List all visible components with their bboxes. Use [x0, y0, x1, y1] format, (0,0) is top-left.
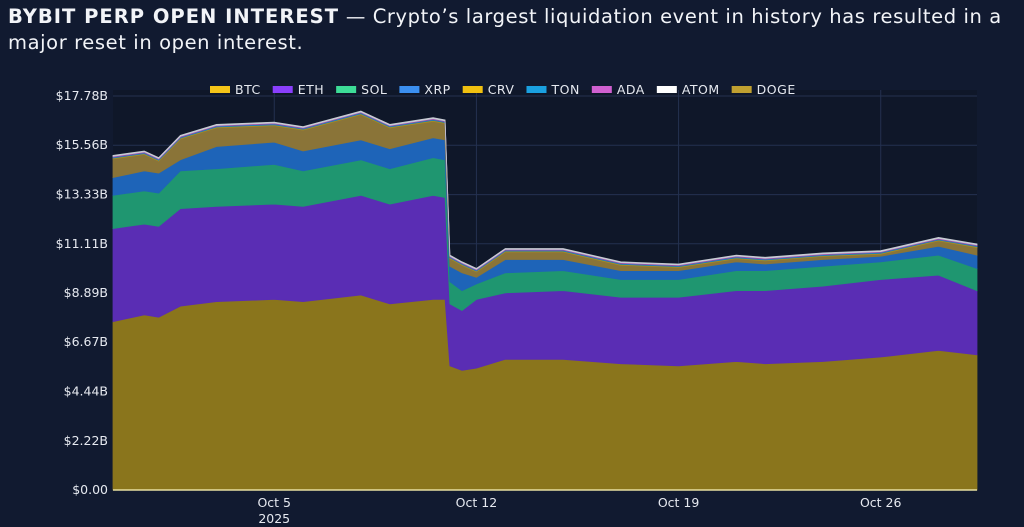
legend-label: BTC — [235, 82, 261, 97]
legend-label: ETH — [298, 82, 324, 97]
legend-label: CRV — [488, 82, 515, 97]
legend-swatch — [272, 86, 293, 93]
y-tick-label: $15.56B — [56, 137, 108, 152]
legend-item-crv[interactable]: CRV — [462, 82, 515, 97]
legend-item-ton[interactable]: TON — [526, 82, 579, 97]
y-tick-label: $4.44B — [64, 384, 108, 399]
x-tick-label: Oct 12 — [456, 495, 498, 510]
y-tick-label: $6.67B — [64, 334, 108, 349]
legend-item-sol[interactable]: SOL — [336, 82, 387, 97]
legend-label: ATOM — [682, 82, 720, 97]
legend-swatch — [731, 86, 752, 93]
y-tick-label: $11.11B — [56, 236, 108, 251]
legend-item-eth[interactable]: ETH — [272, 82, 324, 97]
legend-swatch — [210, 86, 230, 93]
legend-label: ADA — [617, 82, 645, 97]
title-bold: BYBIT PERP OPEN INTEREST — [8, 5, 340, 28]
x-tick-label: Oct 5 — [257, 495, 291, 510]
legend-item-btc[interactable]: BTC — [210, 82, 261, 97]
title-subtitle: — Crypto’s largest liquidation event in … — [8, 5, 1002, 54]
legend: BTC ETH SOL XRP CRV TON ADA ATOM DOGE — [210, 82, 796, 97]
y-tick-label: $13.33B — [56, 187, 108, 202]
legend-swatch — [462, 86, 483, 93]
legend-swatch — [591, 86, 612, 93]
x-tick-label: Oct 19 — [658, 495, 700, 510]
legend-swatch — [656, 86, 677, 93]
legend-item-ada[interactable]: ADA — [591, 82, 645, 97]
area-atom — [112, 110, 978, 270]
legend-label: DOGE — [757, 82, 796, 97]
page-title: BYBIT PERP OPEN INTEREST — Crypto’s larg… — [8, 4, 1018, 56]
x-tick-sublabel: 2025 — [258, 511, 290, 526]
legend-item-atom[interactable]: ATOM — [656, 82, 720, 97]
legend-label: SOL — [361, 82, 387, 97]
y-tick-label: $2.22B — [64, 433, 108, 448]
y-axis: $0.00 $2.22B $4.44B $6.67B $8.89B $11.11B $13.… — [56, 88, 108, 497]
legend-label: XRP — [424, 82, 450, 97]
legend-swatch — [399, 86, 420, 93]
legend-swatch — [336, 86, 357, 93]
legend-label: TON — [550, 82, 579, 97]
legend-item-doge[interactable]: DOGE — [731, 82, 796, 97]
y-tick-label: $8.89B — [64, 285, 108, 300]
y-tick-label: $17.78B — [56, 88, 108, 103]
legend-item-xrp[interactable]: XRP — [399, 82, 450, 97]
x-tick-label: Oct 26 — [860, 495, 902, 510]
y-tick-label: $0.00 — [72, 482, 108, 497]
legend-swatch — [526, 86, 547, 93]
